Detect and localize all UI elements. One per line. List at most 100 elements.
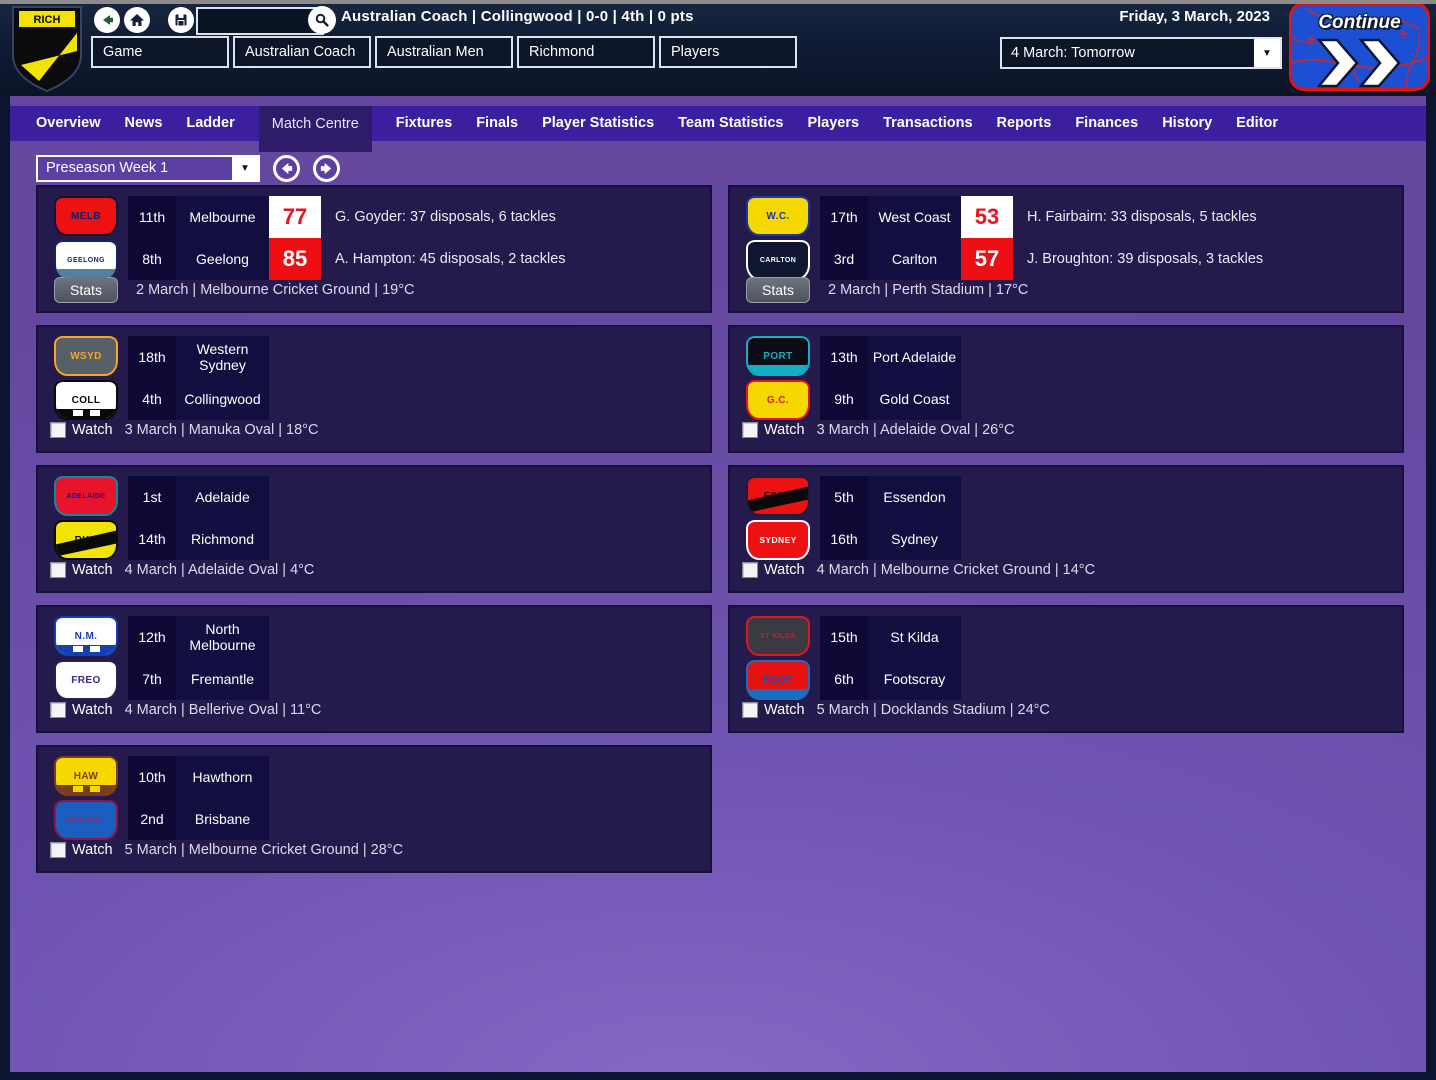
team-name: Geelong bbox=[196, 251, 249, 267]
home-team-row: 10th Hawthorn bbox=[128, 756, 269, 798]
match-card-top: W.C. CARLTON 17th West Coast 3rd Carlton bbox=[746, 196, 1394, 280]
tab-ladder[interactable]: Ladder bbox=[186, 115, 235, 131]
save-icon bbox=[175, 14, 187, 26]
checkbox-icon[interactable] bbox=[742, 562, 758, 578]
team-name: Fremantle bbox=[190, 671, 255, 687]
watch-checkbox[interactable]: Watch bbox=[50, 702, 113, 718]
ladder-position: 5th bbox=[820, 476, 868, 518]
watch-label: Watch bbox=[72, 422, 113, 438]
week-dropdown[interactable]: Preseason Week 1 ▼ bbox=[36, 155, 260, 182]
match-column-left: MELB GEELONG 11th Melbourne 8th Geelong bbox=[36, 185, 712, 885]
menu-button-game[interactable]: Game bbox=[91, 36, 229, 68]
logo-text: ADELAIDE bbox=[66, 492, 106, 500]
match-card-top: HAW BRISBANE 10th Hawthorn 2nd Brisbane bbox=[54, 756, 702, 840]
search-button[interactable] bbox=[308, 6, 336, 34]
checkbox-icon[interactable] bbox=[742, 702, 758, 718]
checkbox-icon[interactable] bbox=[50, 842, 66, 858]
match-card: WSYD COLL 18th Western Sydney 4th Collin… bbox=[36, 325, 712, 453]
previous-week-button[interactable] bbox=[273, 155, 300, 182]
tab-editor[interactable]: Editor bbox=[1236, 115, 1279, 131]
next-week-button[interactable] bbox=[313, 155, 340, 182]
logo-band bbox=[748, 689, 808, 698]
match-meta: 5 March | Docklands Stadium | 24°C bbox=[816, 702, 1050, 718]
watch-label: Watch bbox=[764, 422, 805, 438]
match-card-bottom: Stats 2 March | Perth Stadium | 17°C bbox=[746, 276, 1394, 304]
watch-checkbox[interactable]: Watch bbox=[50, 562, 113, 578]
match-card-bottom: Stats 2 March | Melbourne Cricket Ground… bbox=[54, 276, 702, 304]
save-button[interactable] bbox=[168, 7, 194, 33]
tab-overview[interactable]: Overview bbox=[36, 115, 101, 131]
home-best-player: H. Fairbairn: 33 disposals, 5 tackles bbox=[1027, 209, 1257, 225]
match-card-bottom: Watch 4 March | Bellerive Oval | 11°C bbox=[50, 696, 702, 724]
match-card: MELB GEELONG 11th Melbourne 8th Geelong bbox=[36, 185, 712, 313]
tab-history[interactable]: History bbox=[1162, 115, 1213, 131]
tab-bar: Overview News Ladder Match Centre Fixtures Fi… bbox=[10, 106, 1426, 152]
ladder-position: 1st bbox=[128, 476, 176, 518]
menu-button-australian-coach[interactable]: Australian Coach bbox=[233, 36, 371, 68]
watch-checkbox[interactable]: Watch bbox=[50, 422, 113, 438]
home-team-row: 11th Melbourne bbox=[128, 196, 269, 238]
away-team-row: 14th Richmond bbox=[128, 518, 269, 560]
tab-match-centre[interactable]: Match Centre bbox=[258, 106, 372, 152]
continue-button[interactable]: Continue bbox=[1289, 2, 1430, 91]
ladder-position: 18th bbox=[128, 336, 176, 378]
team-name: Gold Coast bbox=[879, 391, 950, 407]
logo-text: FREO bbox=[71, 674, 101, 686]
match-card-bottom: Watch 4 March | Adelaide Oval | 4°C bbox=[50, 556, 702, 584]
search-input[interactable] bbox=[198, 9, 322, 33]
team-logos: HAW BRISBANE bbox=[54, 756, 128, 840]
team-logos: PORT G.C. bbox=[746, 336, 820, 420]
home-team-logo: WSYD bbox=[54, 336, 118, 376]
menu-button-richmond[interactable]: Richmond bbox=[517, 36, 655, 68]
away-team-row: 6th Footscray bbox=[820, 658, 961, 700]
team-name: St Kilda bbox=[890, 629, 939, 645]
match-card-top: N.M. FREO 12th North Melbourne 7th Frema… bbox=[54, 616, 702, 700]
home-button[interactable] bbox=[124, 7, 150, 33]
watch-checkbox[interactable]: Watch bbox=[742, 422, 805, 438]
tab-news[interactable]: News bbox=[124, 115, 163, 131]
score-panel: 77 85 bbox=[269, 196, 321, 280]
tab-finances[interactable]: Finances bbox=[1075, 115, 1139, 131]
tab-player-statistics[interactable]: Player Statistics bbox=[542, 115, 655, 131]
team-name: Collingwood bbox=[184, 391, 261, 407]
team-names-panel: 5th Essendon 16th Sydney bbox=[820, 476, 961, 560]
away-best-player: A. Hampton: 45 disposals, 2 tackles bbox=[335, 251, 566, 267]
stats-button[interactable]: Stats bbox=[746, 277, 810, 303]
tab-finals[interactable]: Finals bbox=[476, 115, 519, 131]
checkbox-icon[interactable] bbox=[742, 422, 758, 438]
team-name: Sydney bbox=[891, 531, 938, 547]
back-button[interactable] bbox=[94, 7, 120, 33]
team-logos: MELB GEELONG bbox=[54, 196, 128, 280]
tab-team-statistics[interactable]: Team Statistics bbox=[678, 115, 784, 131]
match-meta: 2 March | Perth Stadium | 17°C bbox=[828, 282, 1029, 298]
away-best-player: J. Broughton: 39 disposals, 3 tackles bbox=[1027, 251, 1264, 267]
home-score: 53 bbox=[961, 196, 1013, 238]
logo-text: PORT bbox=[763, 350, 793, 362]
menu-button-players[interactable]: Players bbox=[659, 36, 797, 68]
menu-button-australian-men[interactable]: Australian Men bbox=[375, 36, 513, 68]
checkbox-icon[interactable] bbox=[50, 562, 66, 578]
watch-label: Watch bbox=[72, 702, 113, 718]
watch-checkbox[interactable]: Watch bbox=[742, 702, 805, 718]
next-event-dropdown[interactable]: 4 March: Tomorrow ▼ bbox=[1000, 37, 1282, 69]
match-meta: 4 March | Melbourne Cricket Ground | 14°… bbox=[816, 562, 1096, 578]
tab-transactions[interactable]: Transactions bbox=[883, 115, 973, 131]
tab-reports[interactable]: Reports bbox=[996, 115, 1052, 131]
tab-fixtures[interactable]: Fixtures bbox=[395, 115, 453, 131]
logo-text: CARLTON bbox=[759, 256, 797, 264]
watch-checkbox[interactable]: Watch bbox=[742, 562, 805, 578]
team-name: Hawthorn bbox=[192, 769, 253, 785]
stats-button[interactable]: Stats bbox=[54, 277, 118, 303]
match-card: ADELAIDE RKH 1st Adelaide 14th Richmond bbox=[36, 465, 712, 593]
checkbox-icon[interactable] bbox=[50, 422, 66, 438]
ladder-position: 17th bbox=[820, 196, 868, 238]
tab-players[interactable]: Players bbox=[807, 115, 860, 131]
match-card-bottom: Watch 5 March | Docklands Stadium | 24°C bbox=[742, 696, 1394, 724]
logo-band bbox=[56, 785, 116, 794]
away-team-logo: GEELONG bbox=[54, 240, 118, 280]
team-names-panel: 17th West Coast 3rd Carlton bbox=[820, 196, 961, 280]
watch-checkbox[interactable]: Watch bbox=[50, 842, 113, 858]
checkbox-icon[interactable] bbox=[50, 702, 66, 718]
match-card: ESSN SYDNEY 5th Essendon 16th Sydney bbox=[728, 465, 1404, 593]
team-name: West Coast bbox=[878, 209, 951, 225]
